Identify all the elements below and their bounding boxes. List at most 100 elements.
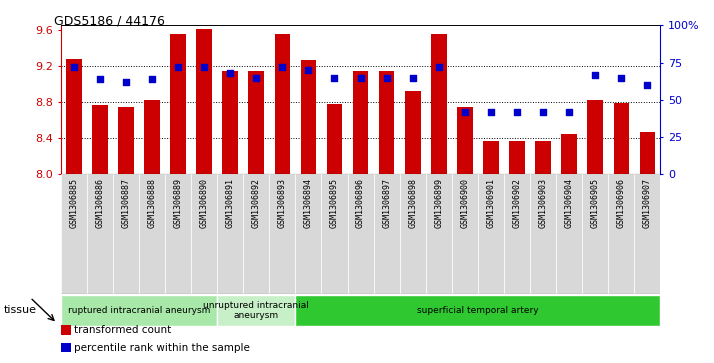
Bar: [426, 174, 452, 294]
Text: GSM1306901: GSM1306901: [486, 178, 496, 228]
Text: GSM1306905: GSM1306905: [590, 178, 600, 228]
Bar: [217, 174, 243, 294]
Text: percentile rank within the sample: percentile rank within the sample: [74, 343, 250, 352]
Text: GSM1306889: GSM1306889: [174, 178, 183, 228]
Bar: [582, 174, 608, 294]
Bar: [191, 174, 217, 294]
Bar: [431, 33, 447, 174]
Bar: [222, 72, 238, 174]
Point: [459, 109, 471, 115]
Bar: [61, 343, 71, 352]
Point: [355, 74, 366, 80]
Text: ruptured intracranial aneurysm: ruptured intracranial aneurysm: [68, 306, 210, 315]
Bar: [483, 141, 499, 174]
Point: [146, 76, 158, 82]
FancyBboxPatch shape: [217, 295, 296, 326]
Point: [224, 70, 236, 76]
Bar: [608, 174, 634, 294]
Bar: [478, 174, 504, 294]
Text: GSM1306895: GSM1306895: [330, 178, 339, 228]
Point: [538, 109, 549, 115]
Bar: [640, 132, 655, 174]
Point: [511, 109, 523, 115]
Text: GSM1306902: GSM1306902: [513, 178, 521, 228]
Bar: [613, 103, 629, 174]
Point: [486, 109, 497, 115]
Text: tissue: tissue: [4, 305, 36, 315]
Point: [94, 76, 106, 82]
Bar: [269, 174, 296, 294]
Bar: [196, 29, 212, 174]
Point: [172, 64, 183, 70]
Point: [433, 64, 445, 70]
Point: [615, 74, 627, 80]
Text: GSM1306907: GSM1306907: [643, 178, 652, 228]
Bar: [165, 174, 191, 294]
Point: [407, 74, 418, 80]
Bar: [61, 174, 87, 294]
Text: GSM1306894: GSM1306894: [304, 178, 313, 228]
Text: GSM1306900: GSM1306900: [461, 178, 469, 228]
Text: GSM1306906: GSM1306906: [617, 178, 626, 228]
Bar: [301, 60, 316, 174]
Text: GSM1306890: GSM1306890: [200, 178, 208, 228]
Text: GSM1306885: GSM1306885: [69, 178, 79, 228]
Text: GSM1306903: GSM1306903: [538, 178, 548, 228]
Text: unruptured intracranial
aneurysm: unruptured intracranial aneurysm: [203, 301, 309, 320]
Point: [328, 74, 340, 80]
Point: [68, 64, 79, 70]
Bar: [452, 174, 478, 294]
FancyBboxPatch shape: [296, 295, 660, 326]
Bar: [561, 134, 577, 174]
Bar: [118, 107, 134, 174]
Bar: [379, 72, 394, 174]
Bar: [92, 105, 108, 174]
Bar: [296, 174, 321, 294]
Point: [251, 74, 262, 80]
Bar: [353, 72, 368, 174]
Text: GSM1306888: GSM1306888: [148, 178, 156, 228]
Bar: [400, 174, 426, 294]
Bar: [373, 174, 400, 294]
Point: [590, 72, 601, 77]
Bar: [556, 174, 582, 294]
Bar: [248, 70, 264, 174]
Bar: [348, 174, 373, 294]
Text: GSM1306886: GSM1306886: [95, 178, 104, 228]
Bar: [66, 59, 81, 174]
Text: GSM1306893: GSM1306893: [278, 178, 287, 228]
Text: GSM1306899: GSM1306899: [434, 178, 443, 228]
Text: GSM1306897: GSM1306897: [382, 178, 391, 228]
Bar: [243, 174, 269, 294]
Text: GSM1306904: GSM1306904: [565, 178, 573, 228]
Bar: [61, 325, 71, 335]
Bar: [504, 174, 530, 294]
Point: [563, 109, 575, 115]
Point: [276, 64, 288, 70]
Bar: [274, 33, 290, 174]
Bar: [588, 100, 603, 174]
Text: GSM1306891: GSM1306891: [226, 178, 235, 228]
Bar: [405, 91, 421, 174]
Text: GSM1306892: GSM1306892: [252, 178, 261, 228]
Text: GDS5186 / 44176: GDS5186 / 44176: [54, 15, 164, 28]
Bar: [530, 174, 556, 294]
Text: GSM1306887: GSM1306887: [121, 178, 131, 228]
Bar: [87, 174, 113, 294]
Bar: [113, 174, 139, 294]
Bar: [509, 141, 525, 174]
Point: [381, 74, 393, 80]
Text: transformed count: transformed count: [74, 325, 171, 335]
Bar: [139, 174, 165, 294]
Text: GSM1306896: GSM1306896: [356, 178, 365, 228]
Point: [198, 64, 210, 70]
Point: [642, 82, 653, 88]
Point: [303, 67, 314, 73]
Point: [120, 79, 131, 85]
Bar: [536, 141, 551, 174]
Text: superficial temporal artery: superficial temporal artery: [417, 306, 539, 315]
FancyBboxPatch shape: [61, 295, 217, 326]
Bar: [144, 100, 160, 174]
Text: GSM1306898: GSM1306898: [408, 178, 417, 228]
Bar: [321, 174, 348, 294]
